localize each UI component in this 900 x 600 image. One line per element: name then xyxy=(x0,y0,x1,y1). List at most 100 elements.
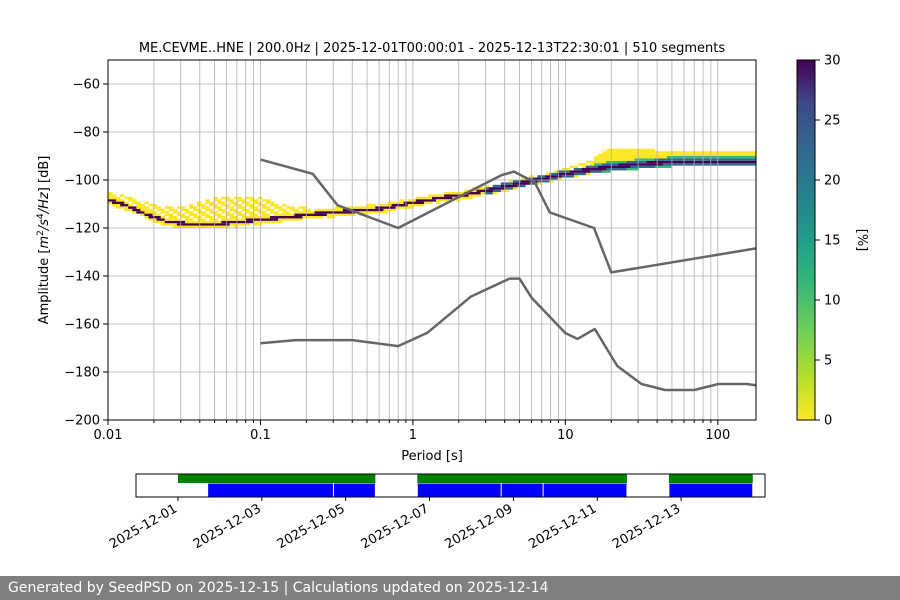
heatmap-cell xyxy=(128,204,133,207)
x-tick-label: 10 xyxy=(557,428,574,443)
heatmap-cell xyxy=(638,153,643,156)
heatmap-cell xyxy=(379,204,384,207)
heatmap-cell xyxy=(221,211,226,214)
heatmap-cell xyxy=(666,165,672,168)
heatmap-cell xyxy=(120,194,125,197)
heatmap-cell xyxy=(225,223,230,226)
heatmap-cell xyxy=(610,165,615,168)
heatmap-cell xyxy=(176,211,182,214)
heatmap-cell xyxy=(533,177,538,180)
heatmap-cell xyxy=(116,199,121,202)
heatmap-cell xyxy=(346,206,352,209)
heatmap-cell xyxy=(464,194,469,197)
heatmap-cell xyxy=(253,199,259,202)
heatmap-cell xyxy=(610,148,615,152)
heatmap-cell xyxy=(602,151,607,154)
heatmap-cell xyxy=(229,218,234,221)
heatmap-cell xyxy=(128,196,133,200)
heatmap-cell xyxy=(371,211,376,214)
heatmap-cell xyxy=(683,160,688,164)
heatmap-cell xyxy=(618,151,623,154)
heatmap-cell xyxy=(326,216,332,219)
heatmap-cell xyxy=(415,196,421,200)
heatmap-cell xyxy=(585,172,591,176)
heatmap-cell xyxy=(322,208,328,212)
colorbar-ticks: 0 5 10 15 20 25 30 xyxy=(815,54,841,429)
heatmap-cell xyxy=(525,182,530,185)
heatmap-cell xyxy=(658,156,664,159)
heatmap-cell xyxy=(294,213,299,216)
heatmap-cell xyxy=(614,160,619,164)
date-tick-label: 2025-12-03 xyxy=(191,501,264,552)
heatmap-cell xyxy=(112,199,117,202)
heatmap-cell xyxy=(727,160,733,164)
heatmap-cell xyxy=(407,204,413,207)
heatmap-cell xyxy=(148,218,153,221)
x-tick-label: 0.1 xyxy=(250,428,271,443)
heatmap-cell xyxy=(391,208,396,212)
heatmap-cell xyxy=(270,201,275,204)
heatmap-cell xyxy=(727,156,733,159)
heatmap-cell xyxy=(500,189,506,192)
heatmap-cell xyxy=(739,158,745,161)
heatmap-cell xyxy=(622,153,627,156)
heatmap-cell xyxy=(610,158,615,161)
heatmap-cell xyxy=(241,201,247,204)
heatmap-cell xyxy=(723,163,729,166)
heatmap-cell xyxy=(658,153,664,156)
heatmap-cell xyxy=(221,225,226,228)
heatmap-cell xyxy=(476,192,481,195)
heatmap-cell xyxy=(249,204,255,207)
heatmap-cell xyxy=(492,187,498,190)
heatmap-cell xyxy=(585,165,591,168)
heatmap-cell xyxy=(302,206,307,209)
heatmap-cell xyxy=(666,163,672,166)
heatmap-cell xyxy=(618,153,623,156)
heatmap-cell xyxy=(658,158,664,161)
heatmap-cell xyxy=(504,187,510,190)
heatmap-cell xyxy=(561,168,567,171)
heatmap-cell xyxy=(237,223,243,226)
heatmap-cell xyxy=(436,196,441,200)
heatmap-cell xyxy=(221,196,226,200)
heatmap-cell xyxy=(735,156,741,159)
heatmap-cell xyxy=(201,225,206,228)
heatmap-cell xyxy=(217,208,222,212)
heatmap-cell xyxy=(148,208,153,212)
heatmap-cell xyxy=(241,223,247,226)
heatmap-cell xyxy=(618,148,623,152)
heatmap-cell xyxy=(375,208,380,212)
heatmap-cell xyxy=(221,204,226,207)
heatmap-cell xyxy=(351,213,356,216)
heatmap-cell xyxy=(707,156,712,159)
heatmap-cell xyxy=(233,216,238,219)
heatmap-cell xyxy=(610,163,615,166)
y-axis-ticks: −60 −80 −100 −120 −140 −160 −180 −200 xyxy=(64,78,108,429)
y-tick-label: −100 xyxy=(64,174,100,189)
heatmap-cell xyxy=(213,225,218,228)
data-coverage-bar: 2025-12-01 2025-12-03 2025-12-05 2025-12-07… xyxy=(107,473,766,552)
heatmap-cell xyxy=(614,151,619,154)
heatmap-cell xyxy=(253,208,259,212)
heatmap-cell xyxy=(245,218,251,221)
heatmap-cell xyxy=(274,220,279,224)
heatmap-cell xyxy=(152,213,157,216)
heatmap-cell xyxy=(261,206,267,209)
heatmap-cell xyxy=(314,213,319,216)
heatmap-cell xyxy=(298,211,303,214)
y-tick-label: −60 xyxy=(73,78,100,93)
heatmap-cell xyxy=(687,153,692,156)
heatmap-cell xyxy=(699,156,704,159)
heatmap-cell xyxy=(176,225,182,228)
heatmap-cell xyxy=(610,160,615,164)
heatmap-cell xyxy=(213,211,218,214)
heatmap-cell xyxy=(144,208,149,212)
heatmap-cell xyxy=(662,153,668,156)
heatmap-cell xyxy=(245,201,251,204)
heatmap-cell xyxy=(197,220,202,224)
heatmap-cell xyxy=(116,204,121,207)
heatmap-cell xyxy=(739,160,745,164)
heatmap-cell xyxy=(172,218,178,221)
heatmap-cell xyxy=(318,216,324,219)
heatmap-cell xyxy=(326,211,332,214)
